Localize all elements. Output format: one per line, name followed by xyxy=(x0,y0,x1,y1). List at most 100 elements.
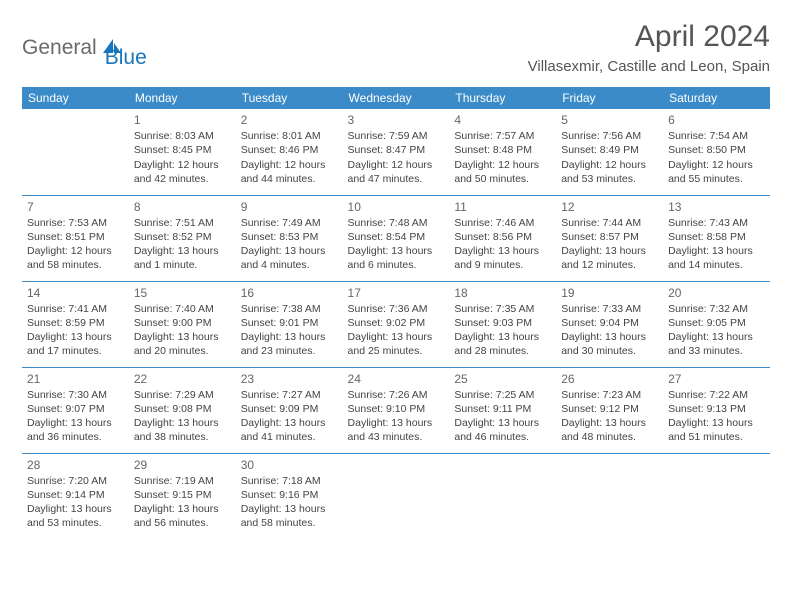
calendar-day: 9Sunrise: 7:49 AMSunset: 8:53 PMDaylight… xyxy=(236,195,343,281)
sunset-text: Sunset: 9:03 PM xyxy=(454,316,551,330)
calendar-day: 4Sunrise: 7:57 AMSunset: 8:48 PMDaylight… xyxy=(449,109,556,195)
logo-text-2: Blue xyxy=(105,46,147,70)
calendar-row: 7Sunrise: 7:53 AMSunset: 8:51 PMDaylight… xyxy=(22,195,770,281)
daylight-text: Daylight: 12 hours xyxy=(348,158,445,172)
sunset-text: Sunset: 9:15 PM xyxy=(134,488,231,502)
logo-text-1: General xyxy=(22,36,97,60)
sunrise-text: Sunrise: 7:27 AM xyxy=(241,388,338,402)
daylight-text: Daylight: 13 hours xyxy=(27,330,124,344)
daylight-text: and 33 minutes. xyxy=(668,344,765,358)
sunset-text: Sunset: 8:52 PM xyxy=(134,230,231,244)
sunrise-text: Sunrise: 7:38 AM xyxy=(241,302,338,316)
daylight-text: Daylight: 13 hours xyxy=(668,244,765,258)
day-number: 30 xyxy=(241,457,338,473)
daylight-text: Daylight: 13 hours xyxy=(241,330,338,344)
daylight-text: Daylight: 13 hours xyxy=(134,244,231,258)
title-block: April 2024 Villasexmir, Castille and Leo… xyxy=(528,20,770,75)
calendar-day: 28Sunrise: 7:20 AMSunset: 9:14 PMDayligh… xyxy=(22,453,129,539)
sunset-text: Sunset: 9:04 PM xyxy=(561,316,658,330)
daylight-text: and 51 minutes. xyxy=(668,430,765,444)
day-number: 2 xyxy=(241,112,338,128)
sunset-text: Sunset: 9:16 PM xyxy=(241,488,338,502)
daylight-text: and 14 minutes. xyxy=(668,258,765,272)
sunrise-text: Sunrise: 7:19 AM xyxy=(134,474,231,488)
sunset-text: Sunset: 8:59 PM xyxy=(27,316,124,330)
daylight-text: and 6 minutes. xyxy=(348,258,445,272)
sunset-text: Sunset: 8:45 PM xyxy=(134,143,231,157)
daylight-text: Daylight: 13 hours xyxy=(348,330,445,344)
sunrise-text: Sunrise: 7:29 AM xyxy=(134,388,231,402)
sunrise-text: Sunrise: 7:44 AM xyxy=(561,216,658,230)
day-number: 18 xyxy=(454,285,551,301)
day-number: 17 xyxy=(348,285,445,301)
calendar-day: 23Sunrise: 7:27 AMSunset: 9:09 PMDayligh… xyxy=(236,367,343,453)
sunrise-text: Sunrise: 7:57 AM xyxy=(454,129,551,143)
calendar-empty-cell xyxy=(343,453,450,539)
day-number: 9 xyxy=(241,199,338,215)
calendar-empty-cell xyxy=(556,453,663,539)
daylight-text: and 23 minutes. xyxy=(241,344,338,358)
weekday-header: Sunday xyxy=(22,87,129,109)
day-number: 15 xyxy=(134,285,231,301)
sunset-text: Sunset: 8:57 PM xyxy=(561,230,658,244)
location: Villasexmir, Castille and Leon, Spain xyxy=(528,58,770,75)
weekday-header: Wednesday xyxy=(343,87,450,109)
day-number: 28 xyxy=(27,457,124,473)
day-number: 21 xyxy=(27,371,124,387)
sunrise-text: Sunrise: 7:32 AM xyxy=(668,302,765,316)
daylight-text: and 48 minutes. xyxy=(561,430,658,444)
sunrise-text: Sunrise: 7:23 AM xyxy=(561,388,658,402)
sunset-text: Sunset: 9:05 PM xyxy=(668,316,765,330)
day-number: 23 xyxy=(241,371,338,387)
daylight-text: and 47 minutes. xyxy=(348,172,445,186)
calendar-day: 20Sunrise: 7:32 AMSunset: 9:05 PMDayligh… xyxy=(663,281,770,367)
calendar-day: 5Sunrise: 7:56 AMSunset: 8:49 PMDaylight… xyxy=(556,109,663,195)
sunrise-text: Sunrise: 8:01 AM xyxy=(241,129,338,143)
daylight-text: and 12 minutes. xyxy=(561,258,658,272)
sunset-text: Sunset: 9:01 PM xyxy=(241,316,338,330)
daylight-text: Daylight: 12 hours xyxy=(241,158,338,172)
calendar-row: 28Sunrise: 7:20 AMSunset: 9:14 PMDayligh… xyxy=(22,453,770,539)
calendar-day: 7Sunrise: 7:53 AMSunset: 8:51 PMDaylight… xyxy=(22,195,129,281)
day-number: 6 xyxy=(668,112,765,128)
weekday-header: Saturday xyxy=(663,87,770,109)
day-number: 19 xyxy=(561,285,658,301)
sunset-text: Sunset: 8:56 PM xyxy=(454,230,551,244)
daylight-text: Daylight: 13 hours xyxy=(561,244,658,258)
day-number: 24 xyxy=(348,371,445,387)
sunrise-text: Sunrise: 7:40 AM xyxy=(134,302,231,316)
daylight-text: and 42 minutes. xyxy=(134,172,231,186)
weekday-header: Tuesday xyxy=(236,87,343,109)
calendar-day: 18Sunrise: 7:35 AMSunset: 9:03 PMDayligh… xyxy=(449,281,556,367)
daylight-text: Daylight: 12 hours xyxy=(561,158,658,172)
sunrise-text: Sunrise: 7:26 AM xyxy=(348,388,445,402)
calendar-empty-cell xyxy=(663,453,770,539)
weekday-header-row: Sunday Monday Tuesday Wednesday Thursday… xyxy=(22,87,770,109)
calendar-day: 14Sunrise: 7:41 AMSunset: 8:59 PMDayligh… xyxy=(22,281,129,367)
weekday-header: Friday xyxy=(556,87,663,109)
weekday-header: Monday xyxy=(129,87,236,109)
day-number: 14 xyxy=(27,285,124,301)
sunrise-text: Sunrise: 7:25 AM xyxy=(454,388,551,402)
daylight-text: and 41 minutes. xyxy=(241,430,338,444)
daylight-text: Daylight: 13 hours xyxy=(668,330,765,344)
sunset-text: Sunset: 8:48 PM xyxy=(454,143,551,157)
daylight-text: and 4 minutes. xyxy=(241,258,338,272)
daylight-text: and 43 minutes. xyxy=(348,430,445,444)
daylight-text: Daylight: 13 hours xyxy=(134,502,231,516)
day-number: 20 xyxy=(668,285,765,301)
daylight-text: Daylight: 13 hours xyxy=(241,502,338,516)
calendar-row: 14Sunrise: 7:41 AMSunset: 8:59 PMDayligh… xyxy=(22,281,770,367)
day-number: 29 xyxy=(134,457,231,473)
calendar-row: 21Sunrise: 7:30 AMSunset: 9:07 PMDayligh… xyxy=(22,367,770,453)
daylight-text: and 44 minutes. xyxy=(241,172,338,186)
calendar-day: 2Sunrise: 8:01 AMSunset: 8:46 PMDaylight… xyxy=(236,109,343,195)
calendar-empty-cell xyxy=(449,453,556,539)
daylight-text: Daylight: 13 hours xyxy=(348,244,445,258)
sunset-text: Sunset: 8:49 PM xyxy=(561,143,658,157)
calendar-day: 17Sunrise: 7:36 AMSunset: 9:02 PMDayligh… xyxy=(343,281,450,367)
sunset-text: Sunset: 8:53 PM xyxy=(241,230,338,244)
daylight-text: Daylight: 13 hours xyxy=(134,330,231,344)
day-number: 27 xyxy=(668,371,765,387)
sunset-text: Sunset: 9:14 PM xyxy=(27,488,124,502)
